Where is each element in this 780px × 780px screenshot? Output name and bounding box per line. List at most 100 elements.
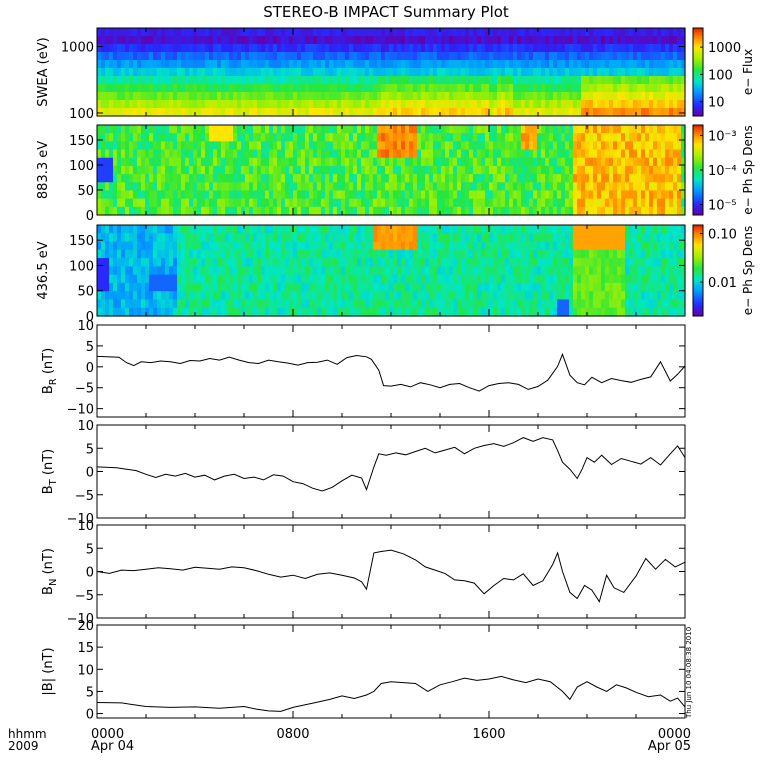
spectrogram-cell xyxy=(601,307,606,317)
spectrogram-cell xyxy=(129,68,134,77)
spectrogram-cell xyxy=(489,125,494,134)
spectrogram-cell xyxy=(529,266,534,276)
spectrogram-cell xyxy=(549,299,554,309)
spectrogram-cell xyxy=(321,206,326,216)
spectrogram-cell xyxy=(465,52,470,61)
spectrogram-cell xyxy=(373,198,378,208)
spectrogram-cell xyxy=(137,182,142,192)
spectrogram-cell xyxy=(597,299,602,309)
spectrogram-cell xyxy=(497,225,502,234)
y-axis-label: 883.3 eV xyxy=(36,141,51,199)
spectrogram-cell xyxy=(225,198,230,208)
spectrogram-cell xyxy=(157,92,162,101)
spectrogram-cell xyxy=(673,92,678,101)
spectrogram-cell xyxy=(185,182,190,192)
spectrogram-cell xyxy=(613,299,618,309)
spectrogram-cell xyxy=(337,233,342,243)
spectrogram-cell xyxy=(305,149,310,159)
spectrogram-cell xyxy=(205,44,210,53)
spectrogram-cell xyxy=(525,307,530,317)
spectrogram-cell xyxy=(205,133,210,142)
spectrogram-cell xyxy=(569,92,574,101)
spectrogram-cell xyxy=(473,282,478,292)
colorbar-cell xyxy=(693,129,703,133)
spectrogram-cell xyxy=(213,141,218,151)
spectrogram-cell xyxy=(289,266,294,276)
spectrogram-cell xyxy=(609,174,614,183)
spectrogram-cell xyxy=(533,68,538,77)
spectrogram-cell xyxy=(537,84,542,93)
spectrogram-cell xyxy=(193,165,198,175)
spectrogram-cell xyxy=(473,299,478,309)
spectrogram-cell xyxy=(177,84,182,93)
spectrogram-cell xyxy=(349,274,354,284)
spectrogram-cell xyxy=(293,76,298,85)
spectrogram-cell xyxy=(469,291,474,301)
spectrogram-cell xyxy=(537,60,542,69)
spectrogram-cell xyxy=(461,206,466,216)
spectrogram-cell xyxy=(549,141,554,151)
spectrogram-cell xyxy=(173,225,178,234)
spectrogram-cell xyxy=(445,190,450,200)
spectrogram-cell xyxy=(541,258,546,267)
spectrogram-cell xyxy=(425,190,430,200)
spectrogram-cell xyxy=(437,165,442,175)
spectrogram-cell xyxy=(601,282,606,292)
spectrogram-cell xyxy=(345,44,350,53)
spectrogram-cell xyxy=(433,92,438,101)
spectrogram-cell xyxy=(569,299,574,309)
spectrogram-cell xyxy=(149,206,154,216)
spectrogram-cell xyxy=(149,149,154,159)
spectrogram-cell xyxy=(393,258,398,267)
spectrogram-cell xyxy=(277,266,282,276)
spectrogram-cell xyxy=(353,108,358,117)
spectrogram-cell xyxy=(537,100,542,109)
spectrogram-cell xyxy=(101,68,106,77)
spectrogram-cell xyxy=(201,174,206,183)
spectrogram-cell xyxy=(225,291,230,301)
spectrogram-cell xyxy=(425,182,430,192)
spectrogram-cell xyxy=(641,174,646,183)
spectrogram-cell xyxy=(141,92,146,101)
spectrogram-cell xyxy=(393,149,398,159)
spectrogram-cell xyxy=(269,100,274,109)
spectrogram-cell xyxy=(437,274,442,284)
spectrogram-cell xyxy=(477,198,482,208)
spectrogram-cell xyxy=(541,206,546,216)
spectrogram-cell xyxy=(169,258,174,267)
spectrogram-cell xyxy=(497,274,502,284)
spectrogram-cell xyxy=(537,133,542,142)
spectrogram-cell xyxy=(665,266,670,276)
spectrogram-cell xyxy=(177,165,182,175)
spectrogram-cell xyxy=(157,174,162,183)
spectrogram-cell xyxy=(189,225,194,234)
spectrogram-cell xyxy=(165,233,170,243)
colorbar-cell xyxy=(693,107,703,110)
spectrogram-cell xyxy=(297,274,302,284)
spectrogram-cell xyxy=(309,174,314,183)
spectrogram-cell xyxy=(585,36,590,45)
spectrogram-cell xyxy=(641,299,646,309)
spectrogram-cell xyxy=(545,157,550,167)
spectrogram-cell xyxy=(577,307,582,317)
spectrogram-cell xyxy=(101,198,106,208)
spectrogram-cell xyxy=(465,225,470,234)
spectrogram-cell xyxy=(501,76,506,85)
spectrogram-cell xyxy=(129,233,134,243)
spectrogram-cell xyxy=(353,274,358,284)
spectrogram-cell xyxy=(249,157,254,167)
spectrogram-cell xyxy=(653,274,658,284)
spectrogram-cell xyxy=(525,291,530,301)
spectrogram-cell xyxy=(361,225,366,234)
spectrogram-cell xyxy=(657,76,662,85)
spectrogram-cell xyxy=(285,125,290,134)
spectrogram-cell xyxy=(165,307,170,317)
spectrogram-cell xyxy=(569,157,574,167)
spectrogram-cell xyxy=(637,84,642,93)
spectrogram-cell xyxy=(141,190,146,200)
spectrogram-cell xyxy=(633,133,638,142)
spectrogram-cell xyxy=(129,36,134,45)
spectrogram-cell xyxy=(117,241,122,251)
spectrogram-cell xyxy=(185,100,190,109)
spectrogram-cell xyxy=(525,157,530,167)
